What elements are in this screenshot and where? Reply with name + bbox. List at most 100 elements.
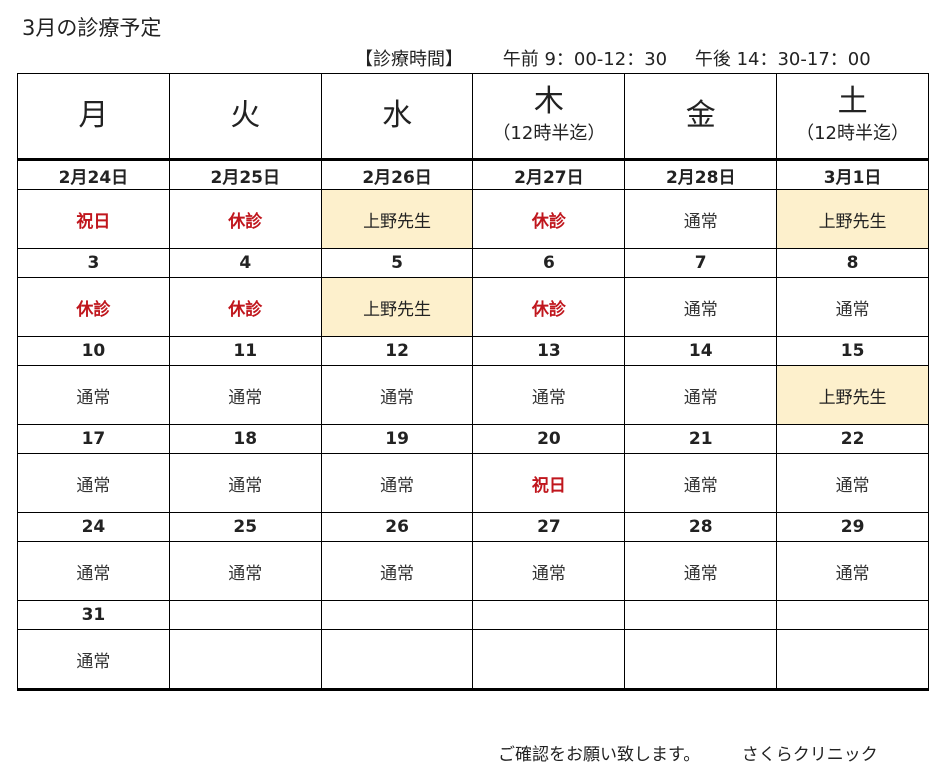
status-cell: 祝日	[472, 453, 626, 513]
date-cell: 2月25日	[168, 159, 322, 190]
date-cell: 2月26日	[320, 159, 474, 190]
status-cell: 通常	[17, 453, 170, 513]
status-cell: 上野先生	[320, 189, 474, 249]
date-cell	[624, 600, 778, 630]
status-cell	[168, 629, 322, 691]
status-cell: 通常	[624, 365, 778, 425]
date-cell: 15	[776, 336, 929, 366]
schedule-row: 通常 通常 通常 通常 通常 通常	[17, 541, 929, 601]
weekday-label: 木	[533, 84, 564, 119]
status-cell: 休診	[472, 277, 626, 337]
date-cell: 19	[320, 424, 474, 454]
status-cell: 通常	[320, 365, 474, 425]
date-cell: 27	[472, 512, 626, 542]
date-cell: 3	[17, 248, 170, 278]
weekday-note: （12時半迄）	[492, 123, 606, 144]
date-cell: 2月28日	[624, 159, 778, 190]
date-cell	[776, 600, 929, 630]
hours-morning: 午前 9：00-12：30	[502, 49, 668, 70]
date-cell: 31	[17, 600, 170, 630]
weekday-note: （12時半迄）	[796, 123, 910, 144]
date-cell: 20	[472, 424, 626, 454]
status-cell: 休診	[472, 189, 626, 249]
status-cell: 通常	[776, 453, 929, 513]
schedule-row: 祝日 休診 上野先生 休診 通常 上野先生	[17, 189, 929, 249]
date-cell: 8	[776, 248, 929, 278]
date-cell: 2月27日	[472, 159, 626, 190]
footer-message: ご確認をお願い致します。	[498, 745, 701, 765]
status-cell: 休診	[17, 277, 170, 337]
status-cell: 祝日	[17, 189, 170, 249]
date-cell	[472, 600, 626, 630]
hours-label: 【診療時間】	[355, 49, 463, 70]
date-row: 24 25 26 27 28 29	[17, 512, 929, 542]
status-cell	[320, 629, 474, 691]
date-cell: 5	[320, 248, 474, 278]
weekday-header: 月	[17, 73, 170, 161]
status-cell: 通常	[168, 541, 322, 601]
status-cell: 休診	[168, 277, 322, 337]
status-cell: 通常	[17, 629, 170, 691]
date-cell: 2月24日	[17, 159, 170, 190]
status-cell: 上野先生	[776, 365, 929, 425]
status-cell: 通常	[624, 453, 778, 513]
date-row: 10 11 12 13 14 15	[17, 336, 929, 366]
weekday-label: 月	[78, 98, 109, 133]
date-cell: 22	[776, 424, 929, 454]
status-cell	[472, 629, 626, 691]
date-cell: 3月1日	[776, 159, 929, 190]
status-cell: 通常	[17, 541, 170, 601]
date-cell: 12	[320, 336, 474, 366]
status-cell: 通常	[624, 277, 778, 337]
date-cell: 25	[168, 512, 322, 542]
schedule-row: 休診 休診 上野先生 休診 通常 通常	[17, 277, 929, 337]
schedule-row: 通常 通常 通常 祝日 通常 通常	[17, 453, 929, 513]
date-cell: 29	[776, 512, 929, 542]
hours-afternoon: 午後 14：30-17：00	[694, 49, 871, 70]
date-cell: 13	[472, 336, 626, 366]
date-cell: 18	[168, 424, 322, 454]
weekday-label: 水	[382, 98, 413, 133]
status-cell: 通常	[776, 541, 929, 601]
status-cell: 上野先生	[320, 277, 474, 337]
status-cell	[624, 629, 778, 691]
date-cell: 11	[168, 336, 322, 366]
weekday-header-row: 月 火 水 木 （12時半迄） 金 土 （12時半迄）	[17, 73, 929, 161]
weekday-header: 金	[624, 73, 778, 161]
status-cell: 休診	[168, 189, 322, 249]
page-title: 3月の診療予定	[22, 16, 162, 40]
weekday-header: 土 （12時半迄）	[776, 73, 929, 161]
status-cell: 通常	[320, 541, 474, 601]
weekday-label: 火	[230, 98, 261, 133]
date-cell: 6	[472, 248, 626, 278]
weekday-header: 水	[320, 73, 474, 161]
weekday-label: 土	[837, 84, 868, 119]
date-cell	[168, 600, 322, 630]
date-cell: 28	[624, 512, 778, 542]
status-cell: 通常	[472, 541, 626, 601]
weekday-header: 木 （12時半迄）	[472, 73, 626, 161]
date-row: 2月24日 2月25日 2月26日 2月27日 2月28日 3月1日	[17, 159, 929, 190]
date-row: 17 18 19 20 21 22	[17, 424, 929, 454]
status-cell: 通常	[168, 453, 322, 513]
weekday-header: 火	[168, 73, 322, 161]
date-cell: 21	[624, 424, 778, 454]
date-cell: 17	[17, 424, 170, 454]
date-row: 31	[17, 600, 929, 630]
status-cell: 通常	[624, 189, 778, 249]
date-cell	[320, 600, 474, 630]
clinic-name: さくらクリニック	[741, 745, 878, 765]
status-cell	[776, 629, 929, 691]
status-cell: 上野先生	[776, 189, 929, 249]
schedule-calendar: 月 火 水 木 （12時半迄） 金 土 （12時半迄） 2月24日 2月25日 2月26…	[17, 73, 929, 691]
clinic-hours: 【診療時間】 午前 9：00-12：30 午後 14：30-17：00	[355, 45, 871, 71]
date-cell: 4	[168, 248, 322, 278]
date-cell: 7	[624, 248, 778, 278]
status-cell: 通常	[776, 277, 929, 337]
date-cell: 24	[17, 512, 170, 542]
status-cell: 通常	[168, 365, 322, 425]
status-cell: 通常	[17, 365, 170, 425]
date-cell: 10	[17, 336, 170, 366]
weekday-label: 金	[685, 98, 716, 133]
